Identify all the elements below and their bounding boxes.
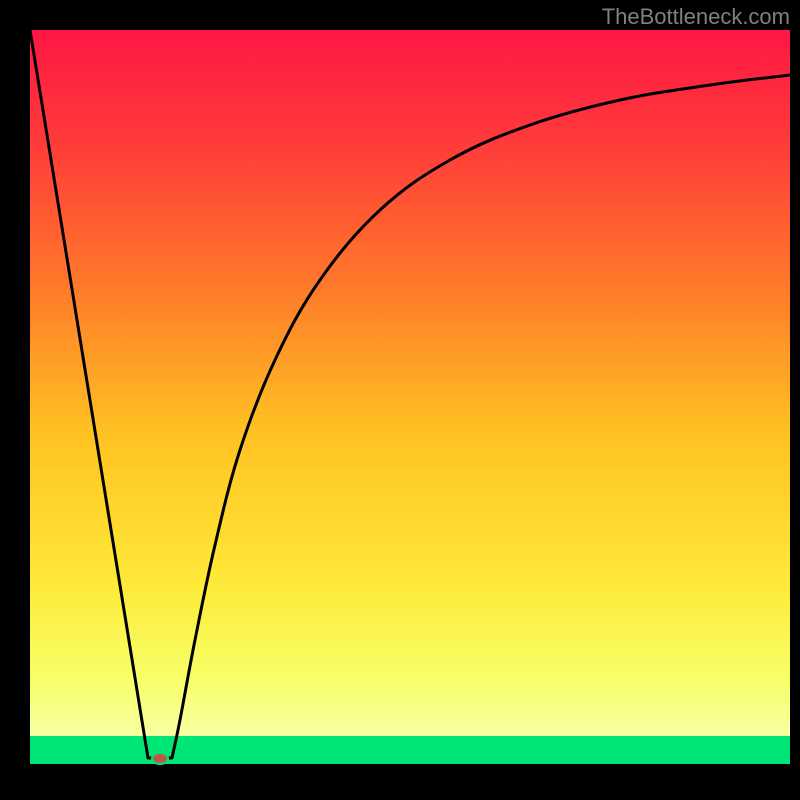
- chart-container: TheBottleneck.com: [0, 0, 800, 800]
- bottleneck-curve: [0, 0, 800, 800]
- watermark-text: TheBottleneck.com: [602, 4, 790, 30]
- valley-marker: [151, 752, 169, 765]
